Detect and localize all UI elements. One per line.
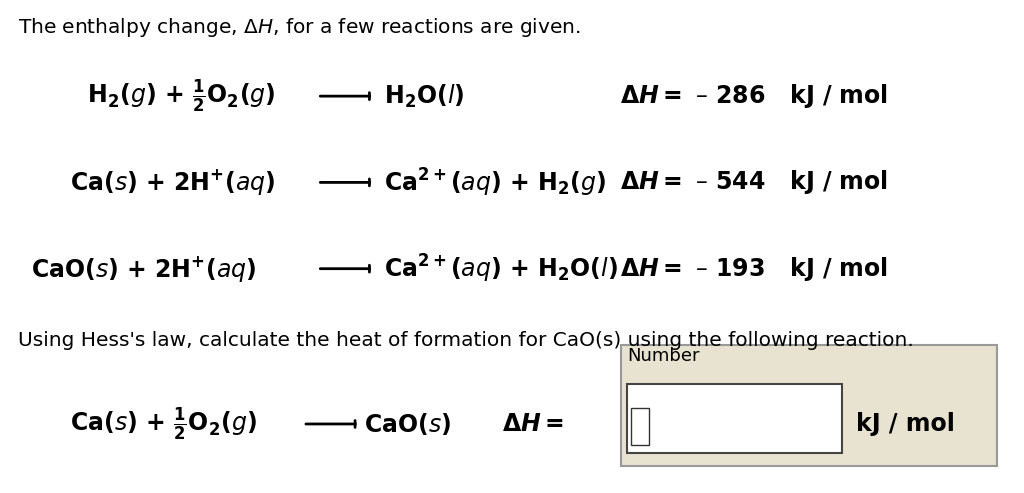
- Text: kJ / mol: kJ / mol: [856, 412, 955, 436]
- Text: Ca($\mathbf{\mathit{s}}$) + $\mathbf{\frac{1}{2}}$O$_\mathbf{2}$($\mathbf{\mathi: Ca($\mathbf{\mathit{s}}$) + $\mathbf{\fr…: [70, 405, 257, 443]
- Text: CaO($\mathbf{\mathit{s}}$) + 2H$^\mathbf{+}$($\mathbf{\mathit{aq}}$): CaO($\mathbf{\mathit{s}}$) + 2H$^\mathbf…: [31, 254, 256, 283]
- Text: Ca$^\mathbf{2+}$($\mathbf{\mathit{aq}}$) + H$_\mathbf{2}$O($\mathbf{\mathit{l}}$: Ca$^\mathbf{2+}$($\mathbf{\mathit{aq}}$)…: [384, 252, 617, 285]
- Text: H$_\mathbf{2}$O($\mathbf{\mathit{l}}$): H$_\mathbf{2}$O($\mathbf{\mathit{l}}$): [384, 82, 465, 110]
- Text: $\boldsymbol{\Delta H}$$\boldsymbol{=}$ – 193   kJ / mol: $\boldsymbol{\Delta H}$$\boldsymbol{=}$ …: [620, 255, 888, 282]
- Text: H$_\mathbf{2}$($\mathbf{\mathit{g}}$) + $\mathbf{\frac{1}{2}}$O$_\mathbf{2}$($\m: H$_\mathbf{2}$($\mathbf{\mathit{g}}$) + …: [87, 77, 275, 115]
- Text: Using Hess's law, calculate the heat of formation for CaO(s) using the following: Using Hess's law, calculate the heat of …: [18, 331, 914, 350]
- Text: Ca$^\mathbf{2+}$($\mathbf{\mathit{aq}}$) + H$_\mathbf{2}$($\mathbf{\mathit{g}}$): Ca$^\mathbf{2+}$($\mathbf{\mathit{aq}}$)…: [384, 166, 606, 199]
- FancyBboxPatch shape: [627, 384, 842, 453]
- Text: The enthalpy change, $\Delta H$, for a few reactions are given.: The enthalpy change, $\Delta H$, for a f…: [18, 16, 582, 38]
- Text: $\boldsymbol{\Delta H}$$\boldsymbol{=}$: $\boldsymbol{\Delta H}$$\boldsymbol{=}$: [502, 412, 563, 436]
- Text: Number: Number: [628, 347, 700, 365]
- FancyBboxPatch shape: [621, 345, 997, 466]
- Text: CaO($\mathbf{\mathit{s}}$): CaO($\mathbf{\mathit{s}}$): [364, 411, 451, 437]
- FancyBboxPatch shape: [631, 408, 649, 445]
- Text: $\boldsymbol{\Delta H}$$\boldsymbol{=}$ – 286   kJ / mol: $\boldsymbol{\Delta H}$$\boldsymbol{=}$ …: [620, 82, 888, 110]
- Text: $\boldsymbol{\Delta H}$$\boldsymbol{=}$ – 544   kJ / mol: $\boldsymbol{\Delta H}$$\boldsymbol{=}$ …: [620, 169, 888, 196]
- Text: Ca($\mathbf{\mathit{s}}$) + 2H$^\mathbf{+}$($\mathbf{\mathit{aq}}$): Ca($\mathbf{\mathit{s}}$) + 2H$^\mathbf{…: [70, 168, 275, 197]
